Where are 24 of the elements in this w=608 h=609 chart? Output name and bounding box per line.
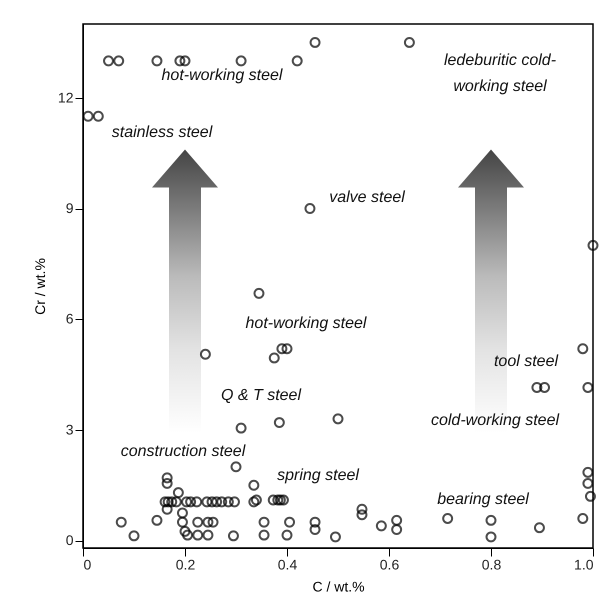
y-axis-title: Cr / wt.% [32, 258, 48, 315]
y-tick-label: 9 [66, 200, 74, 216]
y-tick-label: 6 [66, 310, 74, 327]
annotation: spring steel [277, 467, 360, 484]
annotation: Q & T steel [220, 387, 302, 404]
y-tick-label: 12 [58, 89, 74, 106]
x-tick-label: 0.6 [380, 556, 400, 572]
x-tick-label: 1.0 [574, 556, 594, 572]
x-tick-label: 0.4 [278, 556, 298, 572]
annotation: valve steel [329, 189, 406, 206]
x-tick-label: 0.8 [482, 556, 502, 572]
annotation: cold-working steel [430, 412, 560, 429]
y-tick-label: 3 [66, 421, 74, 438]
annotation: stainless steel [112, 124, 213, 141]
annotation: construction steel [120, 443, 246, 460]
annotation: hot-working steel [162, 67, 283, 84]
annotation: hot-working steel [246, 315, 367, 332]
x-axis-title: C / wt.% [312, 578, 365, 594]
annotation: tool steel [494, 353, 558, 370]
x-tick-label: 0 [84, 556, 92, 572]
x-tick-label: 0.2 [176, 556, 196, 572]
annotation: bearing steel [437, 491, 530, 508]
annotation: ledeburitic cold- working steel [444, 52, 556, 95]
y-tick-label: 0 [66, 532, 74, 548]
